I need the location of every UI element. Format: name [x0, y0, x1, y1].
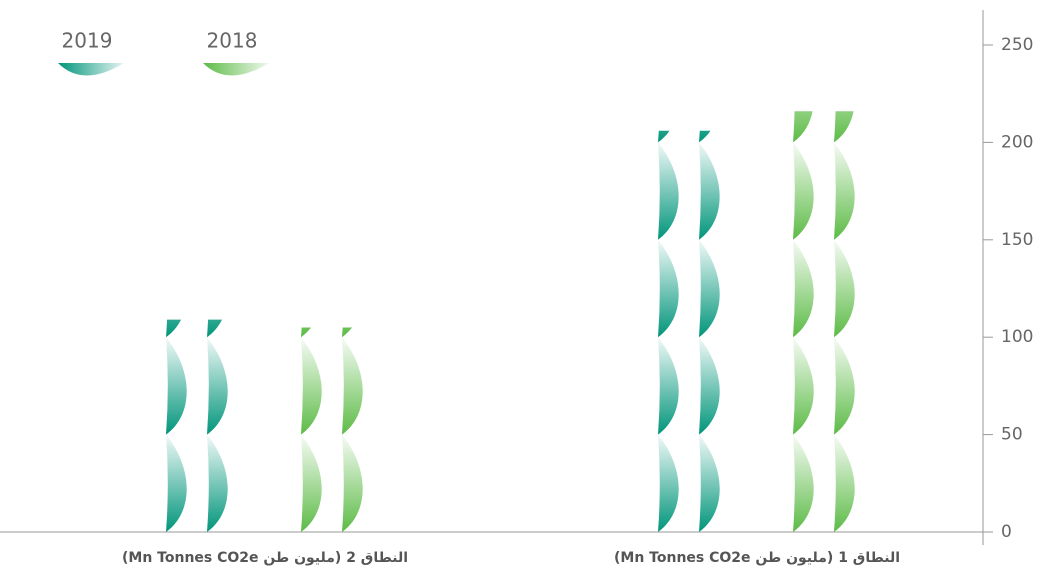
y-tick-label: 200 [1001, 132, 1033, 152]
leaf [834, 142, 855, 240]
leaf [301, 434, 322, 532]
y-tick-label: 250 [1001, 35, 1033, 55]
leaf [658, 434, 679, 532]
leaf [207, 319, 222, 338]
y-tick-label: 50 [1001, 425, 1023, 445]
leaf [793, 142, 814, 240]
leaf [699, 142, 720, 240]
leaf [834, 337, 855, 435]
leaf [834, 434, 855, 532]
bar [301, 327, 363, 532]
leaf [301, 327, 311, 338]
leaf [834, 111, 854, 143]
leaf [658, 337, 679, 435]
bar [658, 130, 720, 532]
leaf [342, 327, 352, 338]
y-tick-label: 0 [1001, 522, 1012, 542]
leaf [166, 434, 187, 532]
leaf [658, 239, 679, 338]
leaf [793, 239, 814, 338]
leaf [793, 434, 814, 532]
legend-swatch [58, 63, 124, 76]
y-tick-label: 150 [1001, 230, 1033, 250]
bar [793, 111, 855, 532]
leaf [699, 239, 720, 338]
leaf [301, 337, 322, 435]
leaf [207, 434, 228, 532]
y-tick-label: 100 [1001, 327, 1033, 347]
leaf [793, 337, 814, 435]
leaf [207, 337, 228, 435]
leaf [699, 130, 711, 143]
leaf [166, 319, 181, 338]
x-tick-label: النطاق 2 (مليون طن Mn Tonnes CO2e) [122, 550, 408, 566]
bar [166, 319, 228, 532]
leaf [658, 130, 670, 143]
x-tick-label: النطاق 1 (مليون طن Mn Tonnes CO2e) [614, 550, 900, 566]
leaf [342, 434, 363, 532]
legend-swatch [203, 63, 269, 76]
leaf [699, 434, 720, 532]
leaf [342, 337, 363, 435]
legend-label: 2019 [62, 29, 113, 53]
leaf [166, 337, 187, 435]
leaf [658, 142, 679, 240]
leaf [834, 239, 855, 338]
leaf [793, 111, 813, 143]
leaf [699, 337, 720, 435]
legend-label: 2018 [207, 29, 258, 53]
